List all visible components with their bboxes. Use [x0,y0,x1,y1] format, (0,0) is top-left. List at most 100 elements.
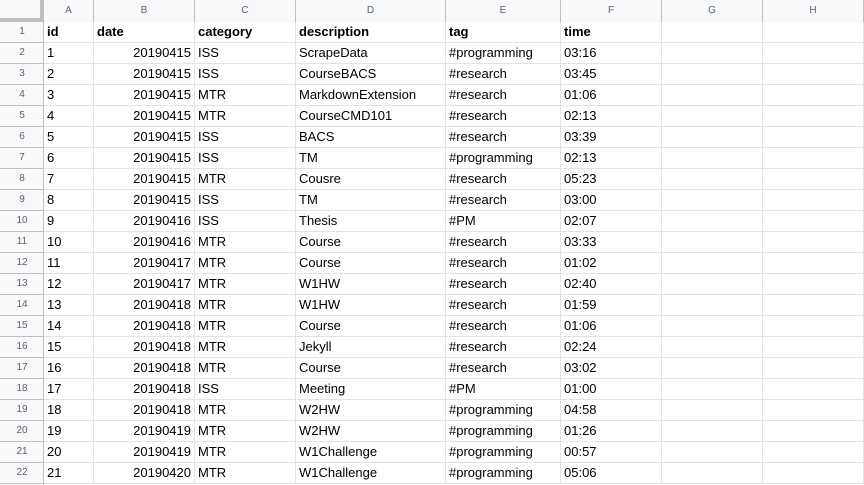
cell-date[interactable]: 20190415 [94,190,195,211]
cell-empty[interactable] [662,169,763,190]
cell-date[interactable]: 20190419 [94,442,195,463]
column-header-b[interactable]: B [94,0,195,22]
cell-description[interactable]: Meeting [296,379,446,400]
cell-id[interactable]: 14 [44,316,94,337]
row-header[interactable]: 17 [0,358,44,379]
row-header[interactable]: 18 [0,379,44,400]
cell-description[interactable]: Cousre [296,169,446,190]
cell-id[interactable]: 5 [44,127,94,148]
cell-empty[interactable] [662,295,763,316]
cell-tag[interactable]: #research [446,358,561,379]
cell-category[interactable]: MTR [195,442,296,463]
cell-category[interactable]: ISS [195,43,296,64]
select-all-corner[interactable] [0,0,44,22]
cell-id[interactable]: 17 [44,379,94,400]
cell-description[interactable]: W2HW [296,400,446,421]
cell-tag[interactable]: #research [446,190,561,211]
cell-empty[interactable] [763,64,864,85]
cell-tag[interactable]: #programming [446,148,561,169]
cell-time[interactable]: 05:06 [561,463,662,484]
cell-time[interactable]: time [561,22,662,43]
cell-description[interactable]: MarkdownExtension [296,85,446,106]
cell-tag[interactable]: #research [446,169,561,190]
cell-id[interactable]: 7 [44,169,94,190]
cell-description[interactable]: W1HW [296,295,446,316]
cell-tag[interactable]: #PM [446,379,561,400]
cell-empty[interactable] [763,148,864,169]
cell-tag[interactable]: #research [446,337,561,358]
cell-empty[interactable] [662,127,763,148]
cell-category[interactable]: MTR [195,463,296,484]
column-header-a[interactable]: A [44,0,94,22]
row-header[interactable]: 1 [0,22,44,43]
cell-empty[interactable] [763,379,864,400]
cell-time[interactable]: 03:39 [561,127,662,148]
cell-description[interactable]: ScrapeData [296,43,446,64]
row-header[interactable]: 12 [0,253,44,274]
cell-time[interactable]: 02:07 [561,211,662,232]
cell-empty[interactable] [662,148,763,169]
cell-tag[interactable]: #research [446,274,561,295]
row-header[interactable]: 5 [0,106,44,127]
cell-id[interactable]: 11 [44,253,94,274]
cell-time[interactable]: 02:24 [561,337,662,358]
cell-empty[interactable] [662,274,763,295]
cell-date[interactable]: 20190418 [94,379,195,400]
cell-date[interactable]: 20190415 [94,148,195,169]
cell-tag[interactable]: #research [446,85,561,106]
cell-empty[interactable] [662,253,763,274]
cell-date[interactable]: 20190418 [94,358,195,379]
cell-time[interactable]: 05:23 [561,169,662,190]
cell-tag[interactable]: #research [446,316,561,337]
cell-description[interactable]: Jekyll [296,337,446,358]
cell-empty[interactable] [662,316,763,337]
cell-id[interactable]: 16 [44,358,94,379]
cell-empty[interactable] [662,211,763,232]
row-header[interactable]: 9 [0,190,44,211]
cell-category[interactable]: category [195,22,296,43]
column-header-e[interactable]: E [446,0,561,22]
cell-category[interactable]: MTR [195,253,296,274]
cell-description[interactable]: CourseCMD101 [296,106,446,127]
cell-tag[interactable]: #research [446,232,561,253]
cell-empty[interactable] [763,211,864,232]
cell-empty[interactable] [763,190,864,211]
row-header[interactable]: 7 [0,148,44,169]
cell-empty[interactable] [763,253,864,274]
cell-tag[interactable]: #research [446,106,561,127]
row-header[interactable]: 19 [0,400,44,421]
cell-time[interactable]: 01:00 [561,379,662,400]
cell-date[interactable]: 20190418 [94,337,195,358]
cell-description[interactable]: W1Challenge [296,463,446,484]
cell-time[interactable]: 02:13 [561,106,662,127]
cell-tag[interactable]: #research [446,295,561,316]
cell-date[interactable]: 20190417 [94,274,195,295]
cell-date[interactable]: 20190417 [94,253,195,274]
cell-empty[interactable] [763,43,864,64]
cell-category[interactable]: MTR [195,400,296,421]
cell-empty[interactable] [662,85,763,106]
cell-id[interactable]: 21 [44,463,94,484]
row-header[interactable]: 3 [0,64,44,85]
cell-tag[interactable]: #programming [446,43,561,64]
cell-tag[interactable]: #programming [446,400,561,421]
row-header[interactable]: 14 [0,295,44,316]
cell-date[interactable]: 20190418 [94,316,195,337]
cell-category[interactable]: MTR [195,295,296,316]
cell-description[interactable]: Course [296,358,446,379]
cell-date[interactable]: date [94,22,195,43]
column-header-f[interactable]: F [561,0,662,22]
cell-empty[interactable] [662,190,763,211]
cell-id[interactable]: 20 [44,442,94,463]
cell-empty[interactable] [662,358,763,379]
cell-empty[interactable] [662,106,763,127]
cell-empty[interactable] [662,442,763,463]
cell-empty[interactable] [763,463,864,484]
row-header[interactable]: 11 [0,232,44,253]
column-header-c[interactable]: C [195,0,296,22]
cell-empty[interactable] [763,358,864,379]
cell-tag[interactable]: #research [446,64,561,85]
cell-date[interactable]: 20190415 [94,106,195,127]
cell-date[interactable]: 20190420 [94,463,195,484]
cell-empty[interactable] [662,421,763,442]
